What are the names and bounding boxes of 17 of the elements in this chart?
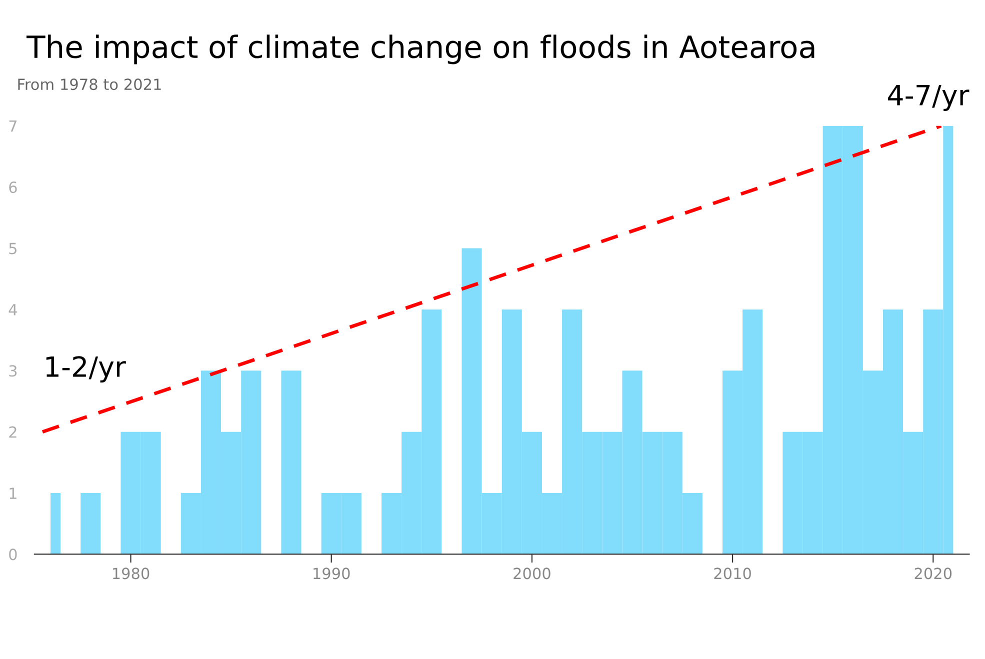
chart-subtitle: From 1978 to 2021: [18, 78, 161, 90]
y-tick-label: 7: [9, 120, 17, 132]
x-tick-label: 1980: [112, 568, 150, 580]
y-tick-label: 5: [9, 242, 16, 254]
x-tick-label: 2000: [514, 568, 550, 580]
x-tick-label: 2020: [914, 568, 952, 580]
y-tick-label: 3: [9, 365, 17, 377]
y-tick-label: 6: [9, 182, 17, 194]
y-tick-label: 2: [9, 426, 16, 438]
x-tick-label: 1990: [314, 568, 350, 580]
text: 4-7/yr: [888, 84, 970, 111]
y-tick-label: 0: [9, 548, 17, 560]
annotation: 1-2/yr: [46, 356, 126, 382]
chart-title: The impact of climate change on floods in Aotearoa: [26, 34, 814, 64]
y-tick-label: 1: [10, 488, 16, 499]
x-tick-label: 2010: [714, 568, 751, 580]
y-tick-label: 4: [8, 304, 17, 316]
